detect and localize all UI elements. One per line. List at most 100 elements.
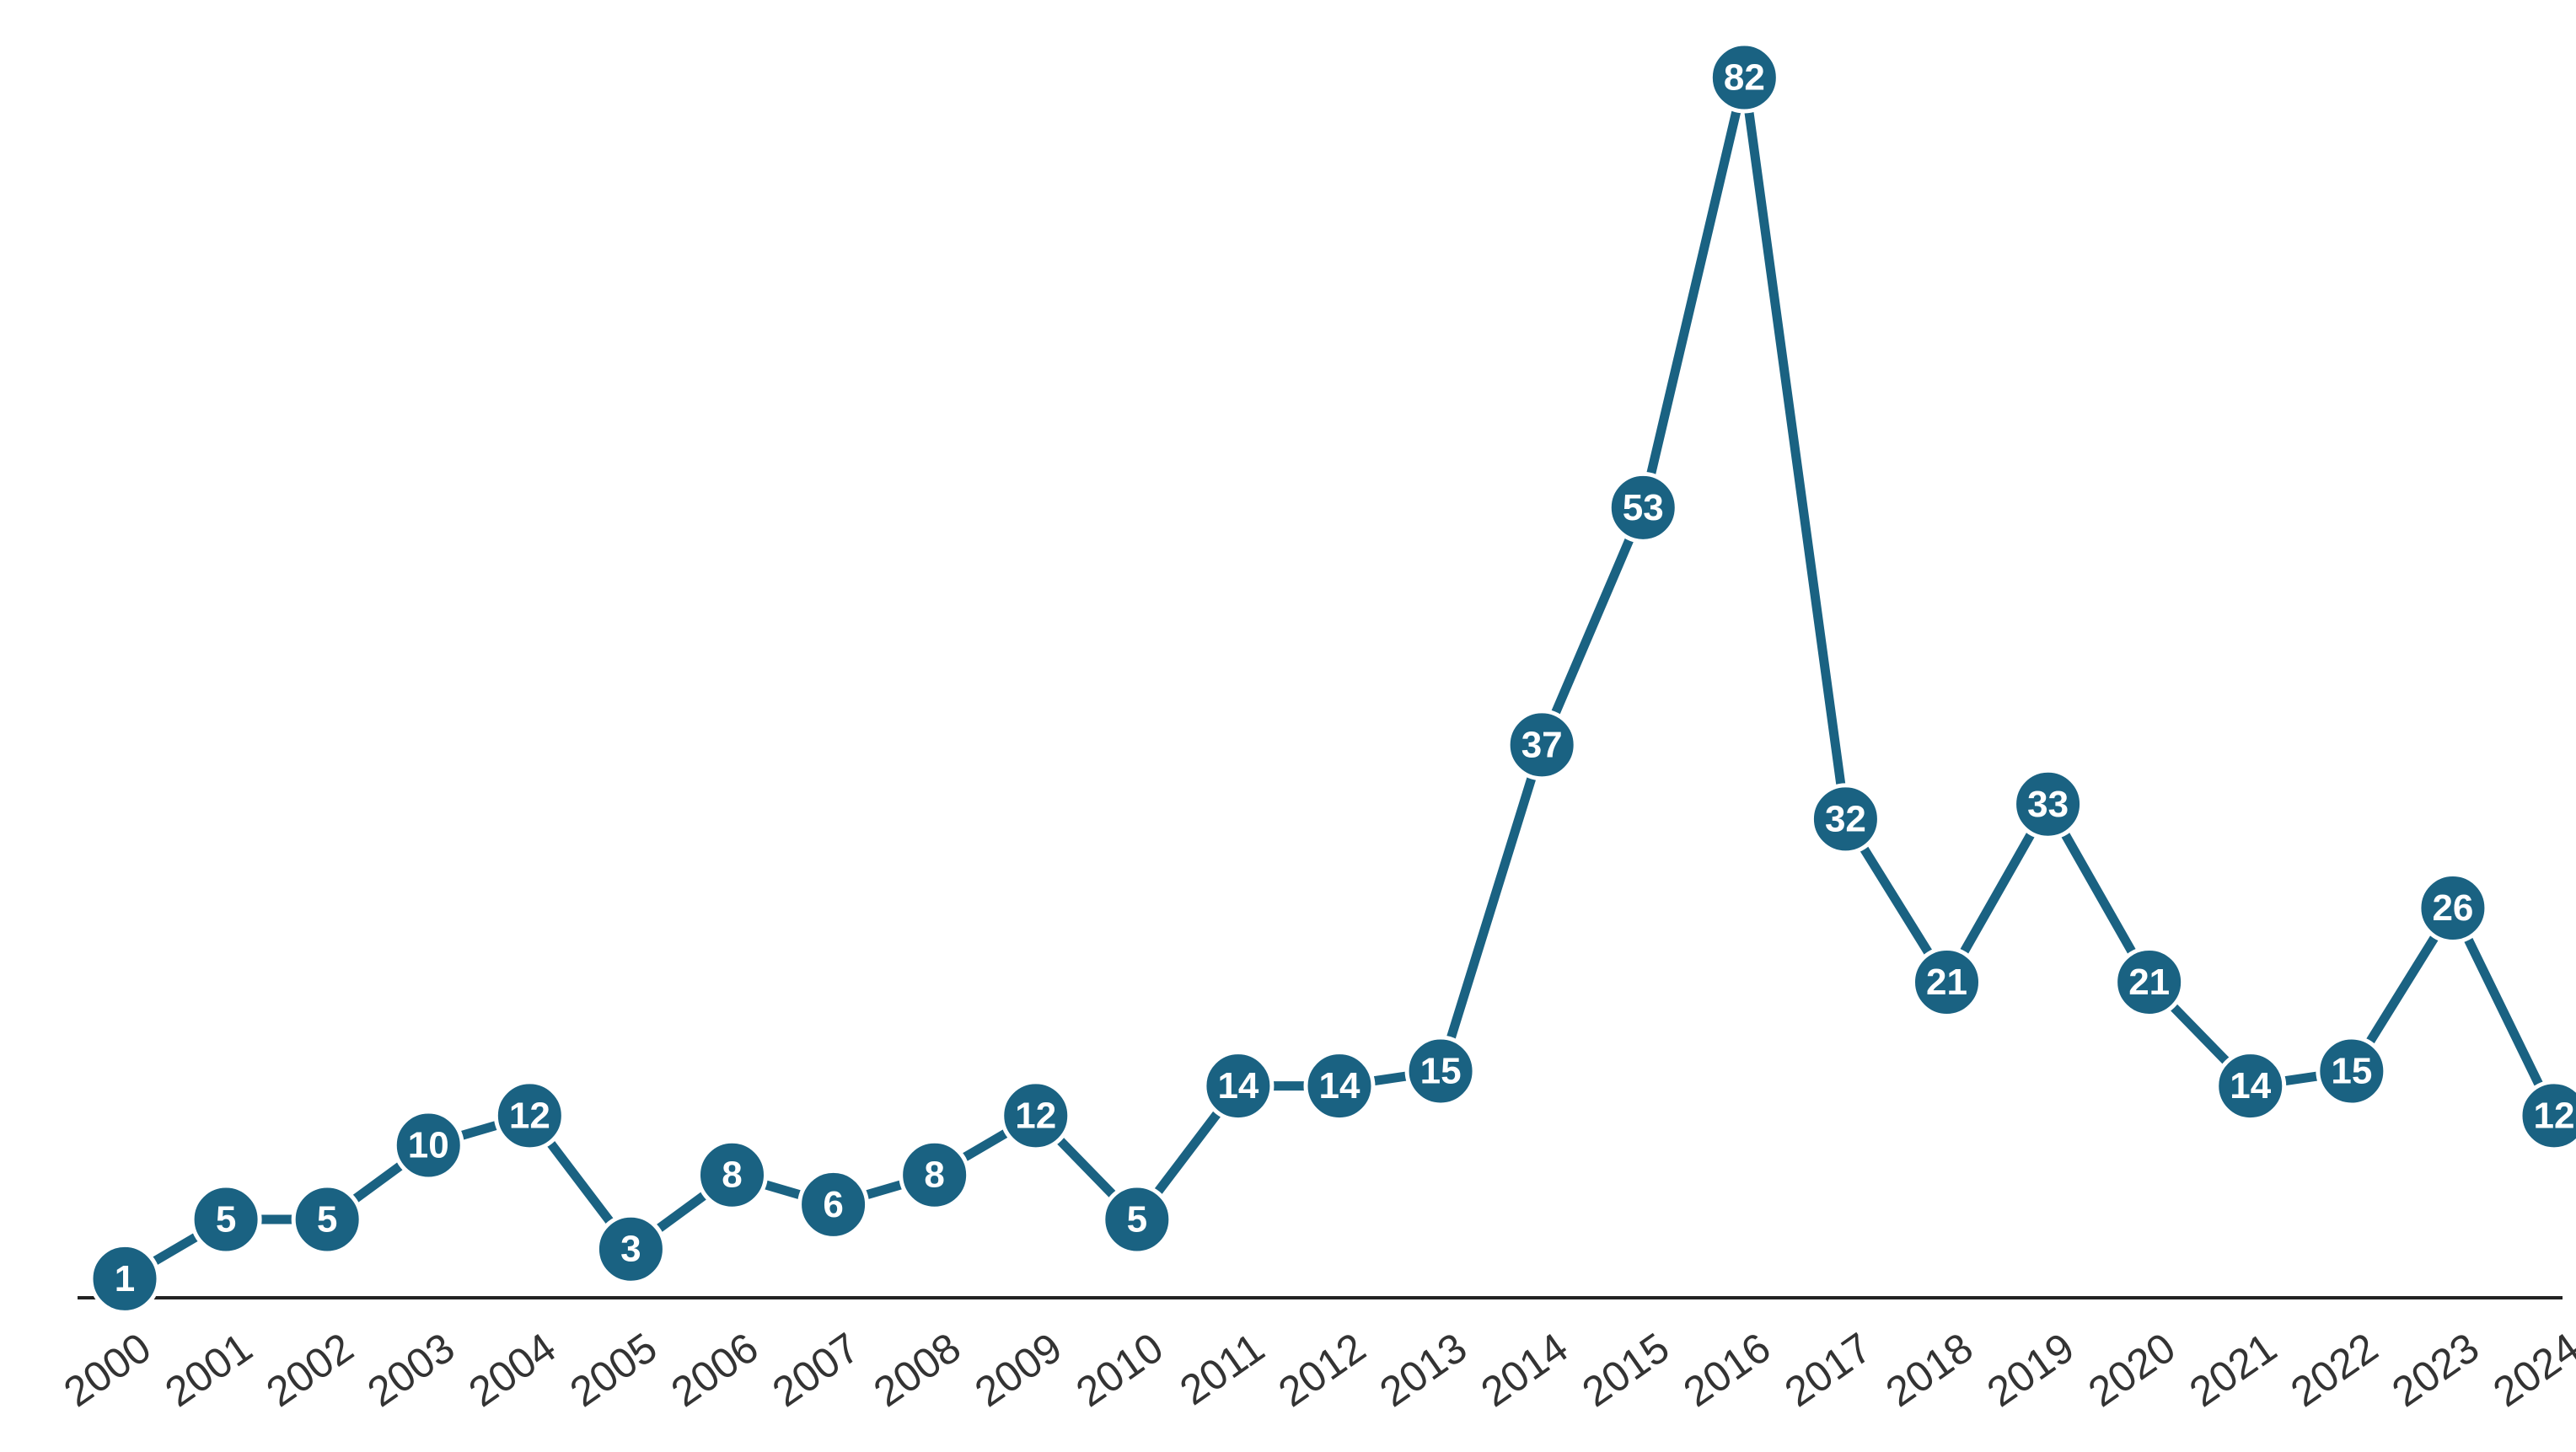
x-tick-label-2010: 2010 (1068, 1324, 1172, 1417)
data-point-2002: 5 (291, 1183, 363, 1256)
data-point-2006: 8 (696, 1139, 768, 1211)
x-tick-label-2013: 2013 (1371, 1324, 1475, 1417)
data-label: 15 (2331, 1051, 2372, 1092)
data-point-2012: 14 (1303, 1050, 1376, 1122)
data-point-marker (1911, 946, 1983, 1018)
data-point-2017: 32 (1809, 783, 1881, 855)
x-tick-label-2020: 2020 (2080, 1324, 2183, 1417)
x-tick-label-2021: 2021 (2181, 1324, 2284, 1417)
data-point-2000: 1 (89, 1242, 161, 1315)
x-tick-label-2011: 2011 (1172, 1324, 1273, 1415)
data-point-2013: 15 (1404, 1035, 1477, 1107)
data-label: 6 (823, 1184, 843, 1225)
data-label: 10 (408, 1125, 449, 1166)
data-point-marker (89, 1242, 161, 1315)
data-point-marker (1607, 471, 1679, 544)
data-point-marker (1708, 41, 1780, 114)
x-tick-label-2014: 2014 (1473, 1324, 1576, 1417)
data-label: 5 (317, 1199, 337, 1240)
data-point-marker (2417, 871, 2489, 944)
x-tick-label-2004: 2004 (460, 1324, 564, 1417)
data-point-marker (1101, 1183, 1173, 1256)
data-point-marker (696, 1139, 768, 1211)
x-axis-tick-labels: 2000200120022003200420052006200720082009… (56, 1324, 2576, 1417)
data-point-marker (2316, 1035, 2388, 1107)
data-point-2019: 33 (2012, 768, 2085, 840)
x-tick-label-2015: 2015 (1574, 1324, 1677, 1417)
data-point-2005: 3 (594, 1213, 667, 1285)
data-point-2024: 12 (2518, 1080, 2576, 1152)
data-point-2008: 8 (899, 1139, 971, 1211)
x-tick-label-2001: 2001 (157, 1324, 260, 1417)
data-label: 1 (115, 1258, 135, 1299)
data-point-marker (899, 1139, 971, 1211)
data-label: 37 (1521, 724, 1563, 765)
data-label: 26 (2432, 887, 2473, 929)
data-point-2021: 14 (2214, 1050, 2287, 1122)
data-point-marker (2518, 1080, 2576, 1152)
data-point-2015: 53 (1607, 471, 1679, 544)
data-label: 5 (1127, 1199, 1147, 1240)
data-point-marker (1000, 1080, 1072, 1152)
data-point-marker (1809, 783, 1881, 855)
data-point-marker (2113, 946, 2186, 1018)
data-point-marker (2012, 768, 2085, 840)
data-point-marker (1404, 1035, 1477, 1107)
data-point-2011: 14 (1202, 1050, 1275, 1122)
x-tick-label-2019: 2019 (1978, 1324, 2082, 1417)
data-label: 8 (924, 1155, 944, 1196)
x-tick-label-2007: 2007 (764, 1324, 867, 1417)
data-point-2001: 5 (190, 1183, 262, 1256)
data-label: 8 (722, 1155, 742, 1196)
data-label: 21 (1926, 962, 1967, 1003)
x-tick-label-2002: 2002 (258, 1324, 362, 1417)
data-point-marker (2214, 1050, 2287, 1122)
data-point-2018: 21 (1911, 946, 1983, 1018)
data-label: 3 (620, 1229, 641, 1270)
x-tick-label-2005: 2005 (561, 1324, 665, 1417)
x-tick-label-2003: 2003 (359, 1324, 463, 1417)
data-point-marker (1202, 1050, 1275, 1122)
x-tick-label-2018: 2018 (1877, 1324, 1981, 1417)
x-tick-label-2016: 2016 (1675, 1324, 1779, 1417)
x-tick-label-2008: 2008 (865, 1324, 969, 1417)
data-label: 33 (2027, 784, 2069, 825)
data-point-2023: 26 (2417, 871, 2489, 944)
x-tick-label-2012: 2012 (1270, 1324, 1374, 1417)
data-label: 14 (2230, 1065, 2271, 1106)
data-label: 14 (1217, 1065, 1258, 1106)
data-point-marker (190, 1183, 262, 1256)
data-point-2009: 12 (1000, 1080, 1072, 1152)
data-label: 14 (1319, 1065, 1360, 1106)
data-point-2020: 21 (2113, 946, 2186, 1018)
data-label: 21 (2128, 962, 2170, 1003)
data-label: 15 (1420, 1051, 1462, 1092)
data-point-2010: 5 (1101, 1183, 1173, 1256)
data-label: 12 (2534, 1095, 2575, 1136)
data-point-marker (493, 1080, 566, 1152)
x-tick-label-2024: 2024 (2485, 1324, 2576, 1417)
x-tick-label-2009: 2009 (966, 1324, 1070, 1417)
data-point-marker (1303, 1050, 1376, 1122)
data-label: 53 (1623, 487, 1664, 528)
data-label: 12 (509, 1095, 550, 1136)
x-tick-label-2023: 2023 (2384, 1324, 2487, 1417)
data-point-2016: 82 (1708, 41, 1780, 114)
data-label: 32 (1825, 798, 1866, 839)
data-point-marker (392, 1109, 464, 1181)
x-tick-label-2022: 2022 (2283, 1324, 2386, 1417)
data-label: 12 (1015, 1095, 1056, 1136)
x-tick-label-2006: 2006 (663, 1324, 766, 1417)
data-point-2004: 12 (493, 1080, 566, 1152)
x-tick-label-2000: 2000 (56, 1324, 159, 1417)
data-point-2014: 37 (1505, 709, 1578, 781)
data-point-marker (594, 1213, 667, 1285)
data-point-marker (1505, 709, 1578, 781)
data-point-2007: 6 (797, 1168, 870, 1240)
data-label: 5 (216, 1199, 236, 1240)
x-tick-label-2017: 2017 (1776, 1324, 1880, 1417)
data-point-marker (797, 1168, 870, 1240)
